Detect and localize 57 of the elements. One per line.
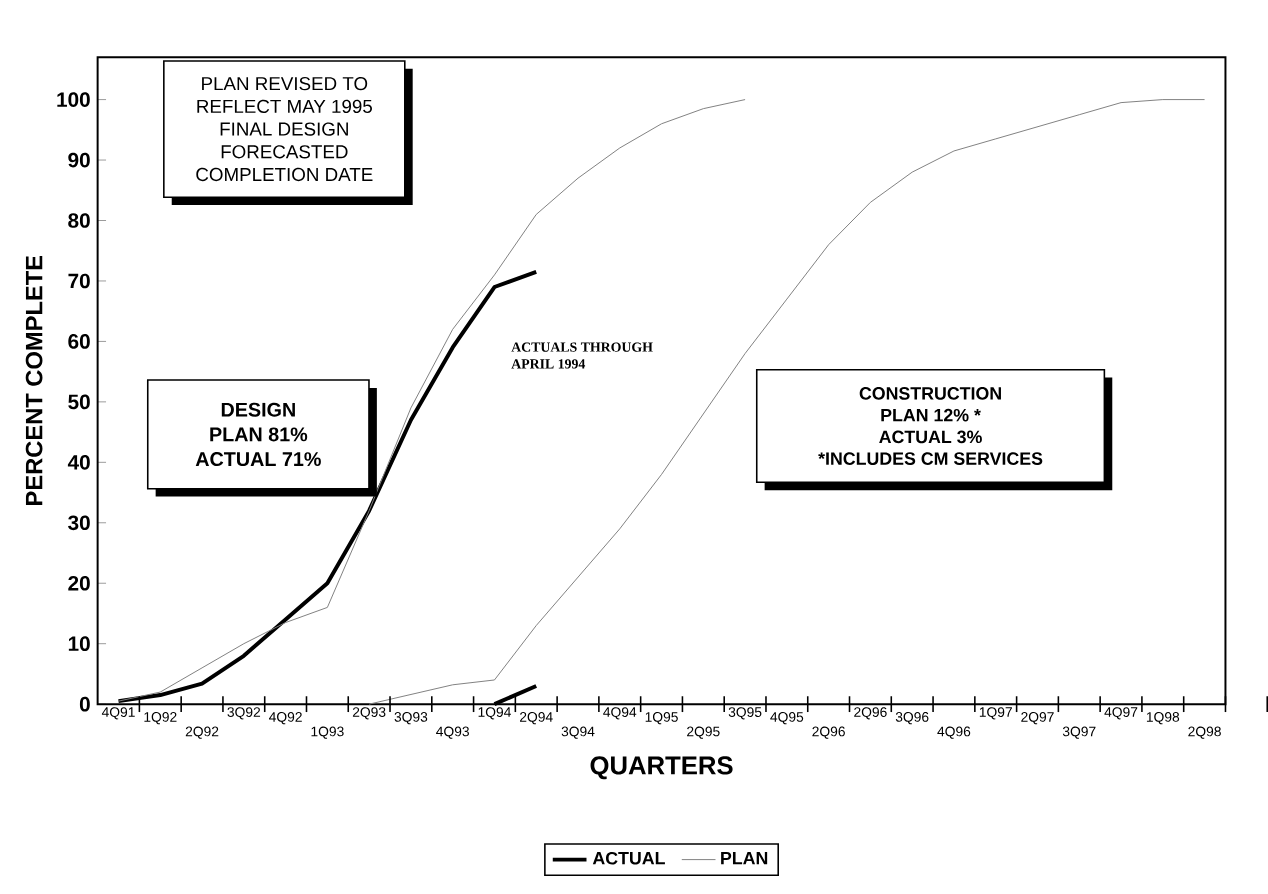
x-tick-label: 4Q97 [1104,707,1138,720]
x-tick-label: 1Q94 [478,707,511,720]
x-tick-label: 4Q96 [937,726,971,739]
annotation: ACTUAL 71% [195,452,321,467]
x-tick-label: 3Q92 [227,707,261,720]
annotation: FINAL DESIGN [220,122,348,136]
annotation: PLAN 12% * [881,408,981,422]
annotation: FORECASTED [221,145,348,159]
x-tick-label: 4Q92 [269,712,302,725]
x-tick-label: 1Q95 [645,712,678,725]
annotation: PLAN 81% [210,427,308,442]
x-tick-label: 4Q91 [101,707,135,720]
x-tick-label: 1Q98 [1146,712,1180,725]
line-series [118,99,746,702]
y-tick-label: 10 [68,636,90,652]
x-tick-label: 4Q95 [770,712,804,725]
annotation: ACTUAL 3% [879,430,982,444]
annotation: APRIL 1994 [511,359,586,369]
x-tick-label: 1Q93 [311,726,344,739]
x-tick-label: 2Q92 [185,726,219,739]
x-tick-label: 2Q93 [352,707,386,720]
annotation: DESIGN [221,402,295,417]
x-tick-label: 2Q96 [812,726,845,739]
x-tick-label: 4Q93 [436,726,469,739]
x-tick-label: 3Q93 [394,712,428,725]
x-tick-label: 1Q97 [979,707,1012,720]
annotation: PLAN REVISED TO [202,77,368,91]
y-tick-label: 0 [79,696,90,712]
x-tick-label: 4Q94 [603,707,637,720]
annotation: CONSTRUCTION [859,387,1001,400]
x-tick-label: 2Q95 [687,726,720,739]
y-tick-label: 90 [68,152,90,168]
y-tick-label: 100 [57,92,90,108]
x-tick-label: 2Q96 [854,707,887,720]
annotation: COMPLETION DATE [196,167,373,182]
legend-label: ACTUAL [592,852,665,865]
annotation: ACTUALS THROUGH [511,342,653,352]
x-tick-label: 3Q96 [895,712,929,725]
x-tick-label: 2Q94 [520,712,553,725]
x-tick-label: 2Q97 [1021,712,1054,725]
x-tick-label: 3Q95 [728,707,762,720]
x-tick-label: 2Q98 [1188,726,1221,739]
y-tick-label: 40 [67,455,90,470]
y-tick-label: 30 [68,515,90,531]
legend-label: PLAN [721,852,768,865]
x-tick-label: 3Q97 [1062,726,1096,739]
annotation: REFLECT MAY 1995 [197,99,372,114]
y-tick-label: 80 [68,213,90,228]
y-tick-label: 60 [68,334,90,349]
x-tick-label: 1Q92 [144,712,177,725]
x-tick-label: 3Q94 [561,726,595,739]
annotation: *INCLUDES CM SERVICES [818,452,1043,466]
y-axis-title: PERCENT COMPLETE [25,256,43,505]
y-tick-label: 20 [68,576,90,591]
y-tick-label: 70 [68,273,90,289]
y-tick-label: 50 [68,394,90,410]
x-axis-title: QUARTERS [590,756,733,780]
